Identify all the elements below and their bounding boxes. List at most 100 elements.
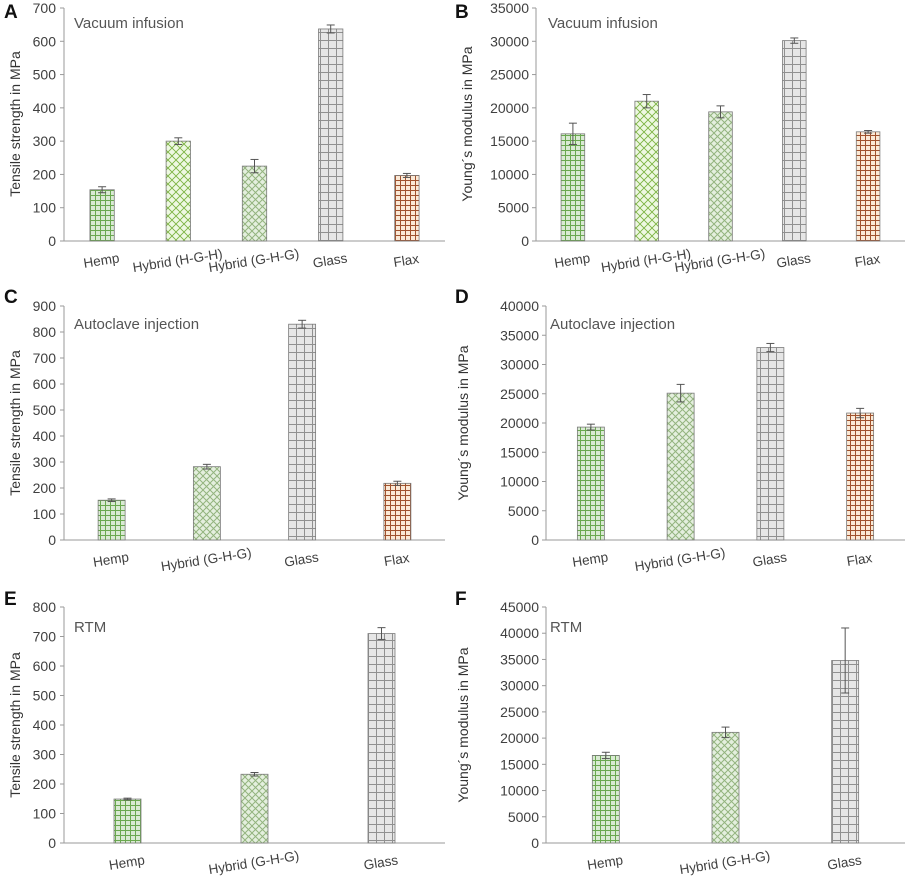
y-tick-label: 25000: [500, 704, 539, 720]
y-tick-label: 15000: [500, 756, 539, 772]
x-category-label: Hybrid (G-H-G): [634, 545, 727, 574]
y-tick-label: 20000: [500, 730, 539, 746]
y-tick-label: 40000: [500, 298, 539, 314]
bar-glass: [367, 633, 396, 844]
x-category-label: Hemp: [108, 852, 146, 872]
bar-hybrid-g-h-g: [240, 773, 269, 844]
bar-hybrid-g-h-g: [241, 165, 268, 242]
chart-title: Autoclave injection: [74, 316, 199, 333]
x-category-label: Glass: [312, 250, 349, 270]
y-tick-label: 100: [33, 200, 57, 216]
bar-hemp: [89, 189, 115, 242]
bar-hemp: [576, 426, 605, 541]
y-tick-label: 300: [33, 454, 57, 470]
y-tick-label: 45000: [500, 599, 539, 615]
y-tick-label: 10000: [490, 166, 529, 182]
x-category-label: Hemp: [553, 250, 591, 270]
y-tick-label: 500: [33, 402, 57, 418]
y-tick-label: 10000: [500, 474, 539, 490]
y-tick-label: 200: [33, 776, 57, 792]
y-tick-label: 400: [33, 428, 57, 444]
y-axis-label: Tensile strength in MPa: [7, 350, 23, 496]
x-category-label: Flax: [846, 550, 874, 569]
bar-hemp: [560, 133, 586, 242]
y-tick-label: 300: [33, 133, 57, 149]
bar-flax: [855, 131, 881, 242]
y-tick-label: 700: [33, 0, 57, 16]
panel-f: F 0 5000 10000 15000 20000 25000 30000 35000 4000…: [455, 589, 905, 877]
y-tick-label: 600: [33, 33, 57, 49]
y-tick-label: 900: [33, 298, 57, 314]
panel-letter: F: [455, 589, 467, 610]
y-tick-label: 10000: [500, 783, 539, 799]
y-tick-label: 500: [33, 688, 57, 704]
y-tick-label: 100: [33, 506, 57, 522]
y-tick-label: 30000: [500, 678, 539, 694]
panel-letter: B: [455, 2, 469, 23]
y-tick-label: 5000: [508, 503, 539, 519]
panel-letter: E: [4, 589, 17, 610]
bar-hybrid-h-g-h: [634, 100, 659, 242]
panel-a: A 0 100 200 300 400 500 600 700 Tensile strength …: [4, 0, 445, 275]
bar-hemp: [97, 499, 126, 541]
panel-letter: A: [4, 2, 18, 23]
y-tick-label: 600: [33, 376, 57, 392]
chart-title: Vacuum infusion: [74, 15, 184, 32]
chart-title: RTM: [550, 619, 582, 636]
x-category-label: Hemp: [82, 250, 120, 270]
y-tick-label: 5000: [498, 200, 529, 216]
bar-glass: [756, 347, 785, 541]
x-category-label: Hemp: [586, 852, 624, 872]
y-tick-label: 35000: [490, 0, 529, 16]
bar-hybrid-g-h-g: [666, 392, 695, 541]
y-tick-label: 800: [33, 324, 57, 340]
y-tick-label: 0: [521, 233, 529, 249]
x-category-label: Glass: [775, 250, 812, 270]
y-tick-label: 5000: [508, 809, 539, 825]
panel-c: C 0 100 200 300 400 500 600 700 800 900 Tensile str…: [4, 287, 445, 574]
y-tick-label: 0: [48, 233, 56, 249]
x-category-label: Flax: [383, 550, 411, 569]
bar-flax: [383, 482, 412, 541]
y-axis-label: Young´s modulus in MPa: [459, 46, 475, 201]
y-tick-label: 20000: [500, 415, 539, 431]
bar-glass: [782, 40, 807, 242]
x-category-label: Hybrid (G-H-G): [678, 848, 771, 877]
y-tick-label: 30000: [490, 33, 529, 49]
x-category-label: Hemp: [92, 549, 130, 569]
y-tick-label: 40000: [500, 625, 539, 641]
y-tick-label: 20000: [490, 100, 529, 116]
y-tick-label: 400: [33, 100, 57, 116]
y-tick-label: 15000: [500, 444, 539, 460]
bar-hybrid-g-h-g: [711, 731, 740, 844]
y-tick-label: 100: [33, 806, 57, 822]
bar-hemp: [113, 798, 142, 844]
bar-flax: [846, 412, 875, 541]
x-category-label: Flax: [392, 251, 420, 270]
y-axis-label: Tensile strength in MPa: [7, 51, 23, 197]
y-tick-label: 700: [33, 629, 57, 645]
x-category-label: Glass: [363, 852, 400, 872]
x-category-label: Hybrid (G-H-G): [207, 848, 300, 877]
y-tick-label: 0: [531, 835, 539, 851]
y-axis-label: Young´s modulus in MPa: [455, 345, 471, 500]
y-tick-label: 500: [33, 67, 57, 83]
y-tick-label: 0: [48, 835, 56, 851]
bar-hybrid-h-g-h: [165, 140, 191, 242]
bar-glass: [288, 323, 317, 541]
y-tick-label: 15000: [490, 133, 529, 149]
y-tick-label: 300: [33, 747, 57, 763]
bar-hemp: [591, 755, 620, 844]
panel-letter: D: [455, 287, 469, 308]
y-tick-label: 25000: [500, 386, 539, 402]
panel-d: D 0 5000 10000 15000 20000 25000 30000 35000 4000…: [455, 287, 905, 574]
y-tick-label: 35000: [500, 651, 539, 667]
y-tick-label: 200: [33, 480, 57, 496]
panel-e: E 0 100 200 300 400 500 600 700 800 Tensile streng…: [4, 589, 445, 877]
y-tick-label: 30000: [500, 357, 539, 373]
y-tick-label: 800: [33, 599, 57, 615]
chart-title: Autoclave injection: [550, 316, 675, 333]
y-tick-label: 0: [48, 532, 56, 548]
y-axis-label: Tensile strength in MPa: [7, 652, 23, 798]
